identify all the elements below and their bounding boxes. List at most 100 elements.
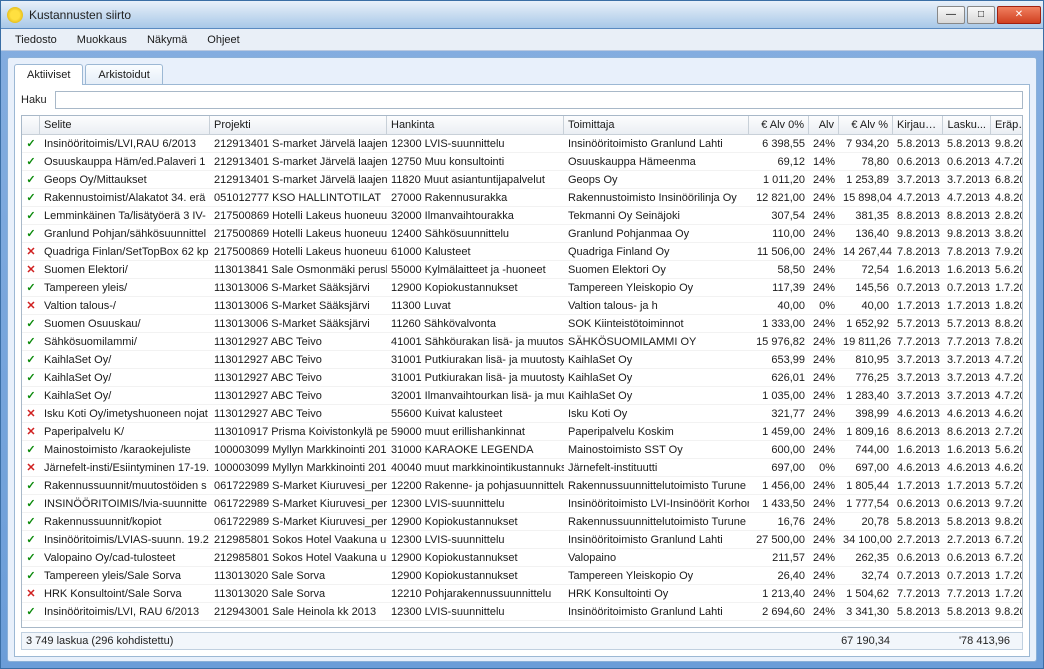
cell-projekti: 113013006 S-Market Sääksjärvi [210,281,387,295]
cell-alv: 24% [809,443,839,457]
col-lasku[interactable]: Lasku... [943,116,991,134]
cell-hankinta: 12300 LVIS-suunnittelu [387,497,564,511]
cell-erapai: 5.6.2013 [991,443,1022,457]
cell-alvp: 697,00 [839,461,893,475]
status-icon: ✓ [22,136,40,151]
cell-hankinta: 55000 Kylmälaitteet ja -huoneet [387,263,564,277]
cell-lasku: 5.8.2013 [943,515,991,529]
cell-alv0: 15 976,82 [749,335,809,349]
cell-alvp: 34 100,00 [839,533,893,547]
menu-tiedosto[interactable]: Tiedosto [5,31,67,49]
table-row[interactable]: ✓KaihlaSet Oy/113012927 ABC Teivo31001 P… [22,369,1022,387]
cell-alv0: 110,00 [749,227,809,241]
table-row[interactable]: ✓Insinööritoimis/LVI,RAU 6/2013212913401… [22,135,1022,153]
cell-projekti: 212913401 S-market Järvelä laajenn [210,173,387,187]
cell-alv0: 11 506,00 [749,245,809,259]
table-row[interactable]: ✓Insinööritoimis/LVI, RAU 6/201321294300… [22,603,1022,621]
cell-projekti: 113012927 ABC Teivo [210,407,387,421]
table-row[interactable]: ✕Järnefelt-insti/Esiintyminen 17-19.1000… [22,459,1022,477]
cell-kirjaus: 7.7.2013 [893,335,943,349]
table-row[interactable]: ✓KaihlaSet Oy/113012927 ABC Teivo31001 P… [22,351,1022,369]
minimize-button[interactable]: — [937,6,965,24]
table-row[interactable]: ✓Suomen Osuuskau/113013006 S-Market Sääk… [22,315,1022,333]
cell-erapai: 5.6.2013 [991,263,1022,277]
titlebar[interactable]: Kustannusten siirto — □ ✕ [1,1,1043,29]
menu-muokkaus[interactable]: Muokkaus [67,31,137,49]
cell-toimittaja: SÄHKÖSUOMILAMMI OY [564,335,749,349]
col-alvp[interactable]: € Alv % [839,116,893,134]
table-row[interactable]: ✓Insinööritoimis/LVIAS-suunn. 19.2212985… [22,531,1022,549]
cell-hankinta: 27000 Rakennusurakka [387,191,564,205]
cell-alv0: 1 433,50 [749,497,809,511]
table-row[interactable]: ✓Granlund Pohjan/sähkösuunnittel21750086… [22,225,1022,243]
table-row[interactable]: ✓Mainostoimisto /karaokejuliste100003099… [22,441,1022,459]
cell-hankinta: 31001 Putkiurakan lisä- ja muutostyö [387,353,564,367]
tab-arkistoidut[interactable]: Arkistoidut [85,64,162,85]
cell-projekti: 212913401 S-market Järvelä laajenn [210,137,387,151]
status-icon: ✓ [22,226,40,241]
table-row[interactable]: ✕Paperipalvelu K/113010917 Prisma Koivis… [22,423,1022,441]
status-icon: ✓ [22,442,40,457]
table-row[interactable]: ✓KaihlaSet Oy/113012927 ABC Teivo32001 I… [22,387,1022,405]
cell-projekti: 113013841 Sale Osmonmäki perusk [210,263,387,277]
table-row[interactable]: ✓INSINÖÖRITOIMIS/lvia-suunnitte061722989… [22,495,1022,513]
col-alv[interactable]: Alv [809,116,839,134]
tab-aktiiviset[interactable]: Aktiiviset [14,64,83,85]
close-button[interactable]: ✕ [997,6,1041,24]
table-row[interactable]: ✓Osuuskauppa Häm/ed.Palaveri 1212913401 … [22,153,1022,171]
grid-body[interactable]: ✓Insinööritoimis/LVI,RAU 6/2013212913401… [22,135,1022,627]
cell-hankinta: 55600 Kuivat kalusteet [387,407,564,421]
cell-lasku: 3.7.2013 [943,353,991,367]
cell-toimittaja: Mainostoimisto SST Oy [564,443,749,457]
cell-lasku: 1.6.2013 [943,263,991,277]
table-row[interactable]: ✓Rakennustoimist/Alakatot 34. erä0510127… [22,189,1022,207]
cell-toimittaja: KaihlaSet Oy [564,371,749,385]
cell-lasku: 7.8.2013 [943,245,991,259]
search-row: Haku [21,91,1023,109]
cell-alvp: 1 253,89 [839,173,893,187]
cell-hankinta: 31000 KARAOKE LEGENDA [387,443,564,457]
cell-kirjaus: 0.6.2013 [893,551,943,565]
cell-alv: 24% [809,425,839,439]
col-toimittaja[interactable]: Toimittaja [564,116,749,134]
cell-alv0: 211,57 [749,551,809,565]
cell-kirjaus: 0.7.2013 [893,281,943,295]
maximize-button[interactable]: □ [967,6,995,24]
cell-hankinta: 59000 muut erillishankinnat [387,425,564,439]
col-icon[interactable] [22,116,40,134]
table-row[interactable]: ✓Geops Oy/Mittaukset212913401 S-market J… [22,171,1022,189]
cell-erapai: 1.7.2013 [991,281,1022,295]
cell-kirjaus: 4.6.2013 [893,407,943,421]
table-row[interactable]: ✓Lemminkäinen Ta/lisätyöerä 3 IV-2175008… [22,207,1022,225]
col-selite[interactable]: Selite [40,116,210,134]
table-row[interactable]: ✓Tampereen yleis/Sale Sorva113013020 Sal… [22,567,1022,585]
table-row[interactable]: ✓Tampereen yleis/113013006 S-Market Sääk… [22,279,1022,297]
col-projekti[interactable]: Projekti [210,116,387,134]
table-row[interactable]: ✓Sähkösuomilammi/113012927 ABC Teivo4100… [22,333,1022,351]
table-row[interactable]: ✕Suomen Elektori/113013841 Sale Osmonmäk… [22,261,1022,279]
col-erapai[interactable]: Eräpäi... [991,116,1023,134]
cell-alv: 24% [809,335,839,349]
cell-projekti: 113010917 Prisma Koivistonkylä per [210,425,387,439]
table-row[interactable]: ✕Quadriga Finlan/SetTopBox 62 kp21750086… [22,243,1022,261]
cell-lasku: 1.6.2013 [943,443,991,457]
table-row[interactable]: ✕Valtion talous-/113013006 S-Market Sääk… [22,297,1022,315]
cell-projekti: 212913401 S-market Järvelä laajenn [210,155,387,169]
menu-ohjeet[interactable]: Ohjeet [197,31,249,49]
cell-lasku: 3.7.2013 [943,173,991,187]
table-row[interactable]: ✓Valopaino Oy/cad-tulosteet212985801 Sok… [22,549,1022,567]
cell-kirjaus: 1.7.2013 [893,299,943,313]
table-row[interactable]: ✓Rakennussuunnit/muutostöiden s061722989… [22,477,1022,495]
col-hankinta[interactable]: Hankinta [387,116,564,134]
table-row[interactable]: ✓Rakennussuunnit/kopiot061722989 S-Marke… [22,513,1022,531]
col-alv0[interactable]: € Alv 0% [749,116,809,134]
cell-alv0: 12 821,00 [749,191,809,205]
window-controls: — □ ✕ [937,6,1041,24]
col-kirjaus[interactable]: Kirjaus... [893,116,943,134]
menu-nakyma[interactable]: Näkymä [137,31,197,49]
table-row[interactable]: ✕HRK Konsultoint/Sale Sorva113013020 Sal… [22,585,1022,603]
table-row[interactable]: ✕Isku Koti Oy/imetyshuoneen nojat1130129… [22,405,1022,423]
search-input[interactable] [55,91,1023,109]
status-icon: ✓ [22,514,40,529]
cell-erapai: 8.8.2013 [991,317,1022,331]
